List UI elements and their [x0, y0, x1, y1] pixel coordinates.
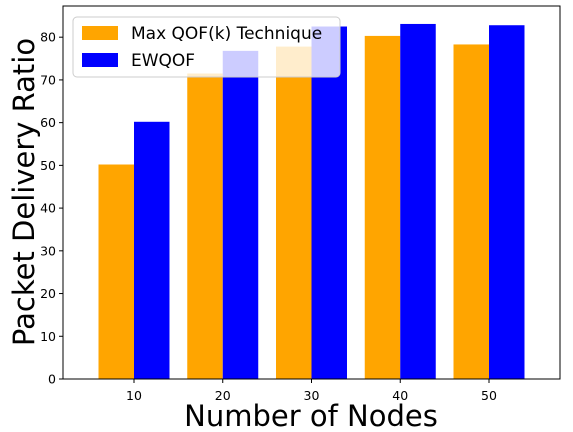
x-tick-label: 40: [392, 388, 408, 403]
bar-ewqof-50: [489, 25, 525, 379]
x-axis: 10 20 30 40 50: [126, 379, 497, 403]
x-axis-title: Number of Nodes: [184, 399, 438, 432]
legend-label-ewqof: EWQOF: [131, 51, 195, 71]
y-tick-label: 40: [40, 201, 56, 216]
x-tick-label: 20: [215, 388, 231, 403]
bar-max-qof-k-technique-40: [364, 35, 401, 379]
legend-swatch-max-qof: [82, 26, 118, 40]
y-tick-label: 70: [40, 72, 56, 87]
x-tick-label: 30: [304, 388, 320, 403]
legend-label-max-qof: Max QOF(k) Technique: [131, 24, 322, 44]
bar-max-qof-k-technique-50: [453, 44, 489, 379]
x-tick-label: 50: [481, 388, 497, 403]
y-tick-label: 80: [40, 30, 56, 45]
y-tick-label: 20: [40, 286, 56, 301]
bar-ewqof-30: [311, 26, 347, 379]
bar-max-qof-k-technique-30: [276, 46, 312, 380]
y-tick-label: 50: [40, 158, 56, 173]
y-tick-label: 10: [40, 329, 56, 344]
x-tick-label: 10: [126, 388, 142, 403]
bar-ewqof-10: [134, 121, 170, 379]
y-axis-title: Packet Delivery Ratio: [7, 38, 41, 346]
bar-max-qof-k-technique-10: [98, 164, 134, 379]
bar-max-qof-k-technique-20: [187, 73, 223, 379]
y-tick-label: 0: [48, 372, 56, 387]
y-axis: 0 10 20 30 40 50 60 70 80: [40, 30, 63, 387]
legend-box: [72, 16, 341, 78]
y-tick-label: 60: [40, 115, 56, 130]
y-tick-label: 30: [40, 243, 56, 258]
legend-swatch-ewqof: [82, 53, 118, 67]
legend: Max QOF(k) Technique EWQOF: [72, 16, 341, 78]
bar-ewqof-40: [400, 23, 436, 379]
bars-group: [98, 23, 525, 380]
bar-ewqof-20: [222, 50, 259, 380]
